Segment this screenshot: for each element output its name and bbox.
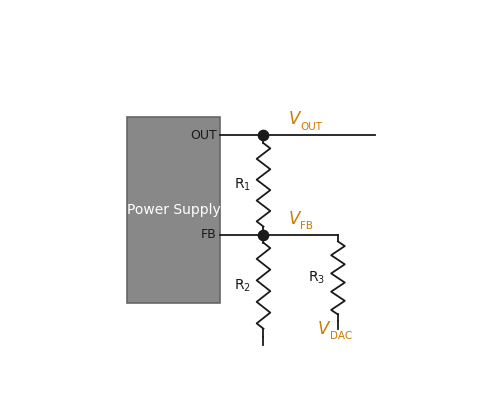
Text: R$_3$: R$_3$ — [308, 270, 325, 286]
Text: Power Supply: Power Supply — [126, 203, 220, 217]
Point — [259, 231, 267, 238]
Text: FB: FB — [201, 228, 216, 241]
Text: V: V — [317, 320, 329, 338]
Text: R$_2$: R$_2$ — [233, 278, 250, 294]
Text: DAC: DAC — [329, 331, 351, 341]
Text: OUT: OUT — [190, 129, 216, 142]
FancyBboxPatch shape — [127, 116, 219, 303]
Text: R$_1$: R$_1$ — [233, 177, 250, 193]
Text: V: V — [288, 110, 299, 129]
Text: FB: FB — [300, 221, 313, 231]
Text: V: V — [288, 210, 299, 228]
Text: OUT: OUT — [300, 122, 322, 132]
Point — [259, 132, 267, 139]
